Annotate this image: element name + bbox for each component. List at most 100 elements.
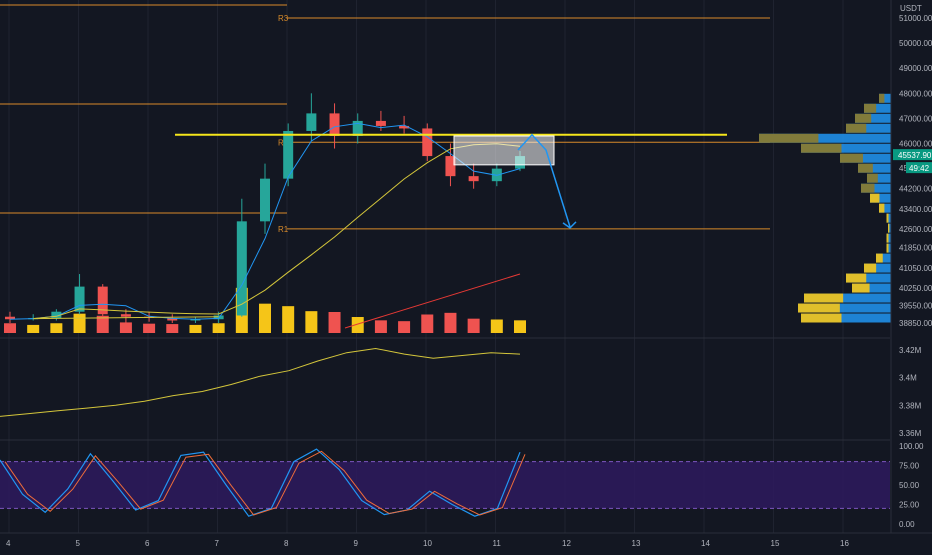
profile-bar — [798, 303, 891, 313]
candle — [190, 319, 201, 321]
profile-bar-share — [840, 153, 863, 163]
price-tick-label: 42600.00 — [899, 225, 932, 234]
time-tick-label: 10 — [423, 539, 432, 548]
price-tick-label: 41050.00 — [899, 264, 932, 273]
volume-bar — [514, 320, 526, 333]
profile-bar-share — [886, 213, 889, 223]
ma-short-line — [9, 122, 521, 320]
oscillator-axis[interactable]: 100.00 75.00 50.00 25.00 0.00 — [899, 442, 924, 529]
indicator-tick-label: 3.42M — [899, 346, 922, 355]
candle — [306, 113, 317, 131]
price-tick-label: 46000.00 — [899, 140, 932, 149]
drawing-tools — [175, 133, 727, 229]
indicator-tick-label: 3.36M — [899, 429, 922, 438]
candle — [352, 120, 363, 136]
timer-label: 49:42 — [909, 164, 930, 173]
profile-bar — [879, 93, 891, 103]
time-tick-label: 11 — [493, 539, 502, 548]
profile-bar — [855, 113, 891, 123]
oscillator-tick-label: 50.00 — [899, 481, 920, 490]
indicator-pane — [0, 337, 890, 417]
oscillator-tick-label: 75.00 — [899, 462, 920, 471]
price-axis[interactable]: USDT 51000.00 50000.00 49000.00 48000.00 470… — [890, 0, 932, 533]
profile-bar-share — [801, 313, 842, 323]
profile-bar — [867, 173, 891, 183]
r3-label: R3 — [278, 14, 289, 23]
profile-bar-share — [864, 103, 877, 113]
candle — [283, 130, 294, 179]
price-tick-label: 43400.00 — [899, 205, 932, 214]
profile-bar — [759, 133, 891, 143]
candle — [236, 221, 247, 316]
r1-label: R1 — [278, 225, 289, 234]
profile-bar — [886, 233, 891, 243]
oscillator-tick-label: 25.00 — [899, 501, 920, 510]
time-tick-label: 5 — [76, 539, 81, 548]
profile-bar — [858, 163, 891, 173]
candle — [213, 315, 224, 320]
profile-bar — [886, 213, 891, 223]
profile-bar-share — [801, 143, 842, 153]
time-tick-label: 9 — [354, 539, 359, 548]
time-axis[interactable]: 4 5 6 7 8 9 10 11 12 13 14 15 16 — [0, 532, 932, 548]
price-tick-label: 48000.00 — [899, 89, 932, 98]
indicator-tick-label: 3.38M — [899, 401, 922, 410]
profile-bar-share — [886, 233, 889, 243]
volume-bar — [467, 318, 480, 333]
indicator-line — [0, 347, 521, 417]
indicator-axis[interactable]: 3.42M 3.4M 3.38M 3.36M — [899, 346, 922, 438]
volume-bar — [119, 322, 132, 333]
grid — [8, 0, 844, 533]
profile-bar — [801, 313, 891, 323]
profile-bar — [801, 143, 891, 153]
price-tick-label: 40250.00 — [899, 284, 932, 293]
profile-bar — [876, 253, 891, 263]
current-price-label: 45537.90 — [898, 151, 932, 160]
profile-bar-share — [876, 253, 883, 263]
time-tick-label: 14 — [701, 539, 710, 548]
price-tick-label: 38850.00 — [899, 319, 932, 328]
currency-label: USDT — [900, 4, 922, 13]
profile-bar-share — [798, 303, 840, 313]
profile-bar-share — [867, 173, 878, 183]
indicator-tick-label: 3.4M — [899, 374, 917, 383]
time-tick-label: 13 — [632, 539, 641, 548]
profile-bar — [846, 123, 891, 133]
volume-bar — [490, 319, 503, 333]
oscillator-pane — [0, 439, 890, 517]
volume-bar — [212, 323, 225, 333]
oscillator-tick-label: 100.00 — [899, 442, 924, 451]
profile-bar-share — [804, 293, 844, 303]
volume-bar — [259, 303, 271, 333]
ma-red-line — [344, 273, 521, 329]
volume-bar — [189, 324, 202, 333]
volume-bar — [328, 312, 341, 333]
time-tick-label: 4 — [6, 539, 11, 548]
candle — [445, 156, 456, 177]
price-tick-label: 39550.00 — [899, 301, 932, 310]
profile-bar — [864, 103, 891, 113]
volume-profile — [759, 93, 891, 323]
ma-long-line — [33, 143, 521, 320]
candle — [74, 286, 85, 312]
time-tick-label: 12 — [562, 539, 571, 548]
profile-bar-share — [846, 123, 867, 133]
profile-bar-share — [759, 133, 819, 143]
candle — [51, 311, 62, 318]
oscillator-band — [0, 461, 890, 509]
target-zone — [453, 135, 555, 166]
timer-price-label: 45 — [899, 164, 908, 173]
oscillator-d-line — [4, 450, 526, 516]
time-tick-label: 8 — [284, 539, 289, 548]
candle — [468, 176, 479, 182]
profile-bar-share — [864, 263, 877, 273]
oscillator-k-line — [0, 448, 521, 517]
volume-bar — [143, 323, 156, 333]
volume-bar — [73, 313, 86, 333]
volume-bar — [351, 317, 364, 333]
profile-bar-share — [888, 223, 890, 233]
volume-bar — [4, 323, 16, 333]
